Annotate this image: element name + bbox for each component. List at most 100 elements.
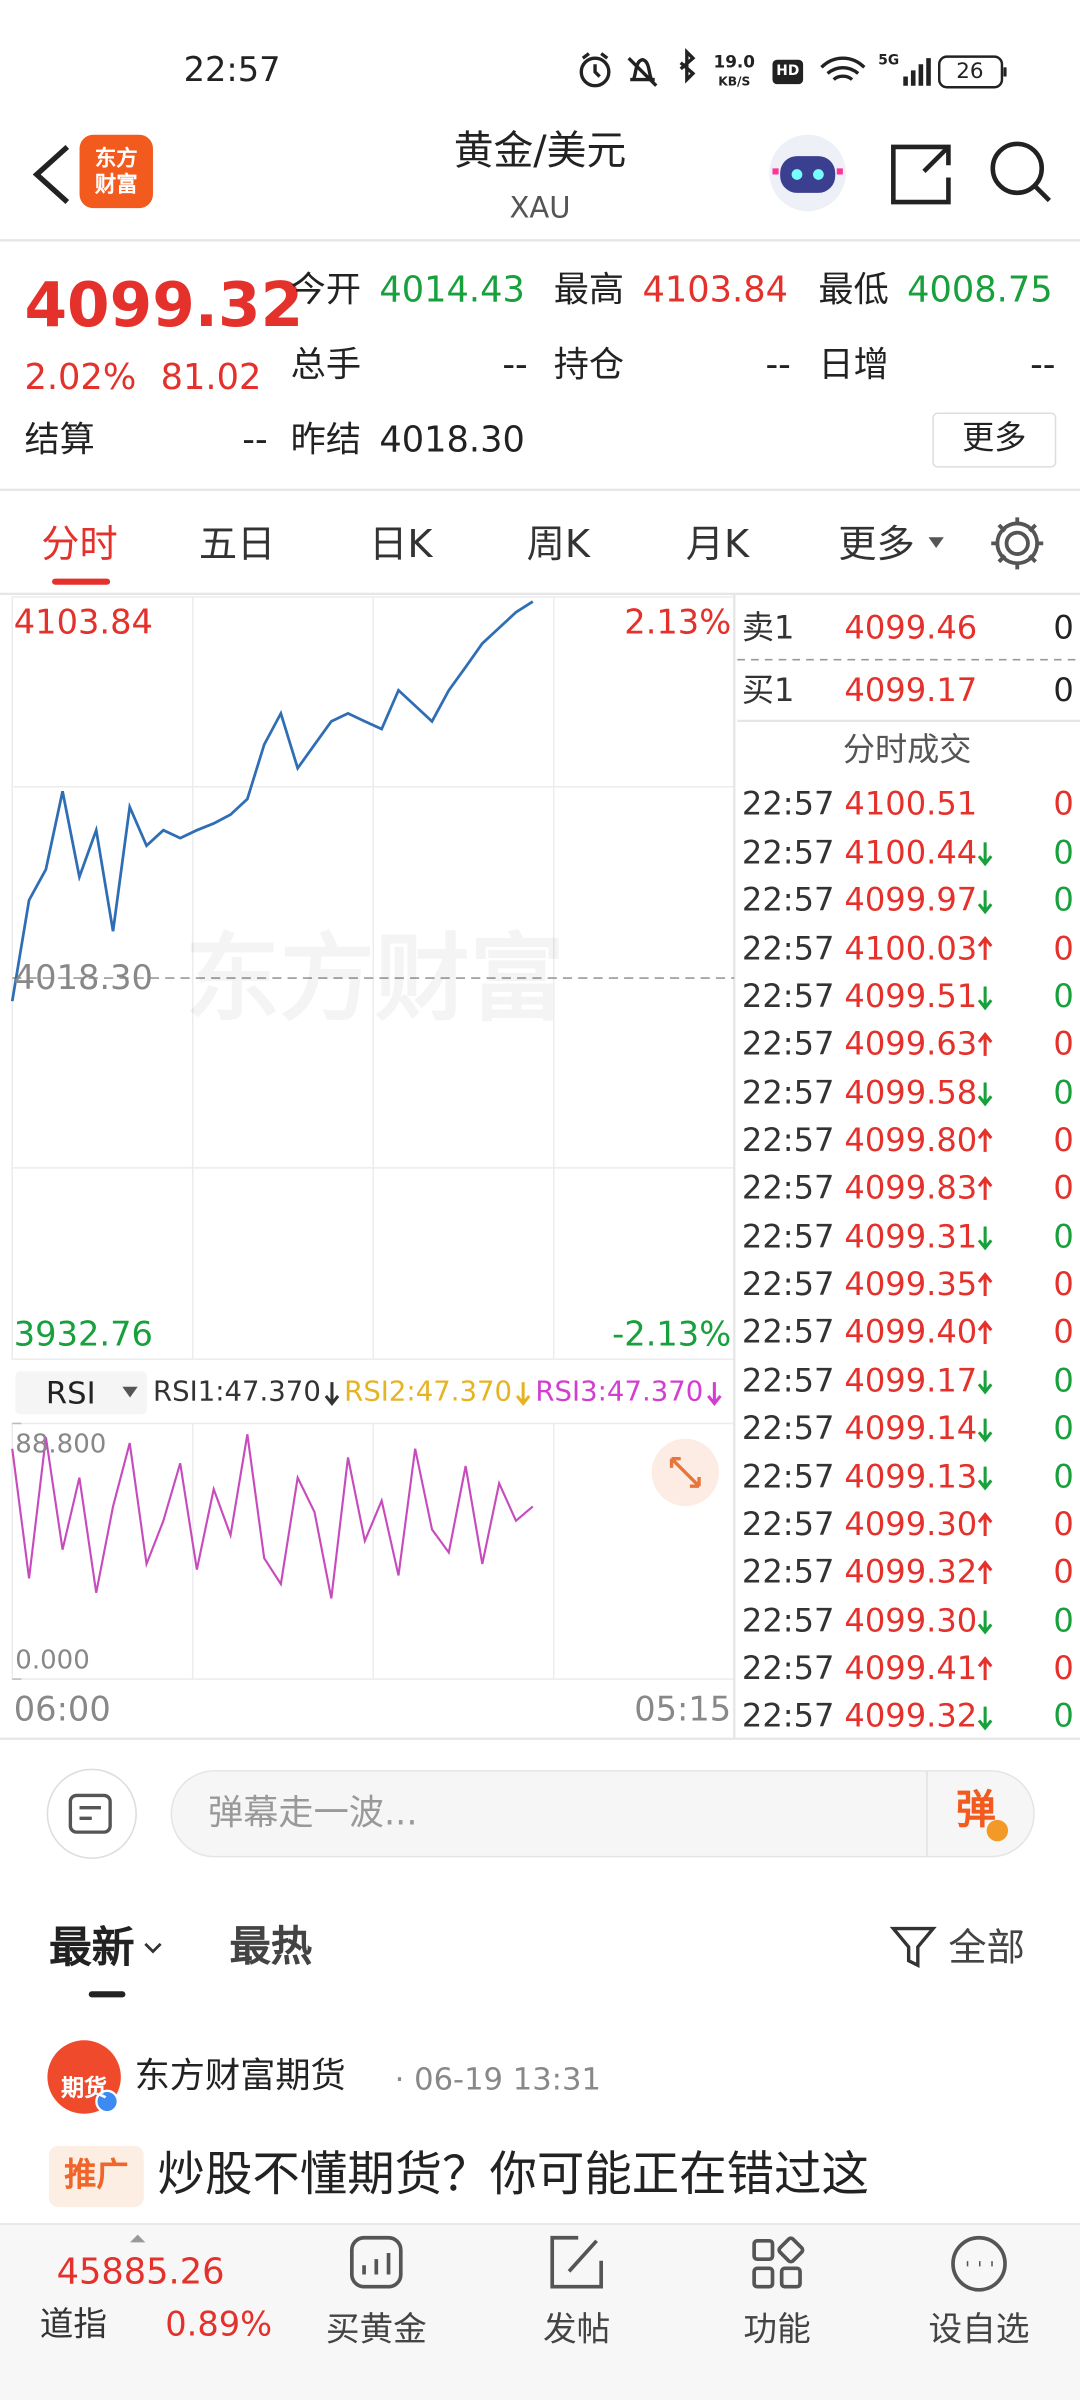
trend-arrow [977,1656,993,1681]
index-name[interactable]: 道指 [39,2306,108,2345]
rsi-line [11,1434,534,1599]
filter-icon[interactable] [889,1926,937,1969]
settings-icon[interactable] [991,517,1044,570]
chart-grid [11,596,736,1680]
dropdown-arrow[interactable] [122,1386,138,1398]
quote-field-label: 最低 [818,271,889,311]
hd-badge [772,59,804,85]
trade-time: 22:57 [741,1169,835,1207]
quote-field-label: 日增 [818,346,889,386]
book-label: 买1 [741,672,795,710]
period-tab[interactable]: 周K [526,521,591,567]
last-price: 4099.32 [24,270,304,342]
trade-price: 4099.97 [844,881,978,919]
trend-arrow [977,1032,993,1056]
quote-field-label: 持仓 [553,346,625,386]
plot-layer [10,600,993,1731]
post-tag: 推广 [64,2157,129,2194]
battery-level: 26 [956,59,984,84]
dropdown-arrow[interactable] [928,537,944,548]
status-icons [579,47,1007,89]
index-value[interactable]: 45885.26 [56,2253,225,2294]
nav-icons[interactable] [349,2235,1007,2292]
page-title: 黄金/美元 [453,129,627,176]
net-speed-unit: KB/S [718,75,751,90]
trend-arrow [977,1512,993,1537]
nav-item[interactable]: 设自选 [928,2310,1030,2350]
nav-item[interactable]: 发帖 [543,2310,611,2350]
trade-price: 4099.80 [844,1121,978,1159]
book-price: 4099.17 [844,672,978,710]
danmaku-button[interactable]: 弹 [956,1788,996,1835]
indicator-select[interactable]: RSI [45,1374,96,1412]
trade-volume: 0 [1053,1698,1074,1735]
trade-volume: 0 [1053,1217,1074,1255]
trade-time: 22:57 [741,881,835,919]
expand-icon[interactable] [651,1438,719,1507]
more-button[interactable]: 更多 [962,419,1027,457]
trend-arrow [977,1128,993,1152]
back-icon[interactable] [32,144,70,205]
nav-item[interactable]: 买黄金 [325,2310,427,2350]
index-arrow [130,2234,146,2243]
post-author[interactable]: 东方财富期货 [134,2057,346,2098]
trade-volume: 0 [1053,1313,1074,1351]
pct-min: -2.13% [612,1316,732,1355]
share-icon[interactable] [891,144,951,205]
trade-price: 4099.30 [844,1602,978,1639]
trade-volume: 0 [1053,1650,1074,1687]
comment-input[interactable]: 弹幕走一波... [208,1794,418,1834]
trade-price: 4099.35 [844,1265,978,1303]
trade-price: 4099.83 [844,1169,978,1207]
trade-time: 22:57 [741,1313,835,1351]
trend-arrow [977,890,993,915]
nav-item[interactable]: 功能 [743,2310,811,2350]
trades-title: 分时成交 [842,732,972,769]
period-tab[interactable]: 分时 [41,521,118,567]
trade-price: 4099.31 [844,1217,978,1255]
y-axis-max: 4103.84 [13,604,153,643]
period-tab[interactable]: 更多 [838,521,915,567]
trade-time: 22:57 [741,1650,835,1687]
book-volume: 0 [1053,609,1074,647]
dropdown-arrow[interactable] [144,1942,162,1954]
comment-input-bg[interactable] [170,1770,1035,1858]
quote-field-value: 4018.30 [379,421,525,461]
period-tab[interactable]: 月K [685,521,750,567]
quote-field-value: -- [1030,346,1056,386]
logo-bg [79,134,153,209]
trend-arrow [977,1176,993,1200]
price-line [10,600,534,1002]
network-label: 5G [878,52,900,69]
book-label: 卖1 [741,609,795,647]
period-tab[interactable]: 日K [369,521,433,567]
quote-field-value: -- [242,421,268,461]
post-title[interactable]: 炒股不懂期货？你可能正在错过这 [157,2148,869,2204]
feed-tab[interactable]: 最热 [229,1923,313,1972]
trade-time: 22:57 [741,1458,835,1495]
search-icon[interactable] [990,141,1051,203]
comment-icon[interactable] [46,1768,137,1859]
trend-arrow [977,842,993,867]
assistant-icon[interactable] [769,134,846,212]
trade-time: 22:57 [741,1554,835,1591]
feed-filter[interactable]: 全部 [948,1925,1025,1970]
trade-price: 4099.13 [844,1458,978,1495]
trade-volume: 0 [1053,1073,1074,1111]
tab-indicator [52,578,111,585]
period-tab[interactable]: 五日 [198,521,276,567]
trade-volume: 0 [1053,1121,1074,1159]
rsi-axis-max: 88.800 [15,1429,107,1460]
status-time: 22:57 [183,51,281,90]
x-axis-start: 06:00 [13,1691,111,1730]
trade-volume: 0 [1053,1458,1074,1495]
badge [986,1819,1009,1842]
feed-tab[interactable]: 最新 [48,1922,135,1974]
trend-arrow [977,1082,993,1107]
trend-arrow [977,1560,993,1585]
rsi-select-bg[interactable] [15,1371,147,1415]
more-button-bg[interactable] [932,412,1057,468]
index-change[interactable]: 0.89% [165,2306,273,2345]
tag-bg [48,2145,144,2208]
